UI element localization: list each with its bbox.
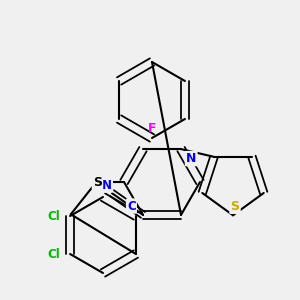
Text: N: N <box>186 152 196 165</box>
Text: F: F <box>148 122 156 134</box>
Text: Cl: Cl <box>47 248 60 260</box>
Text: N: N <box>102 178 112 192</box>
Text: C: C <box>127 200 136 212</box>
Text: Cl: Cl <box>47 209 60 223</box>
Text: S: S <box>230 200 239 213</box>
Text: S: S <box>93 176 102 188</box>
